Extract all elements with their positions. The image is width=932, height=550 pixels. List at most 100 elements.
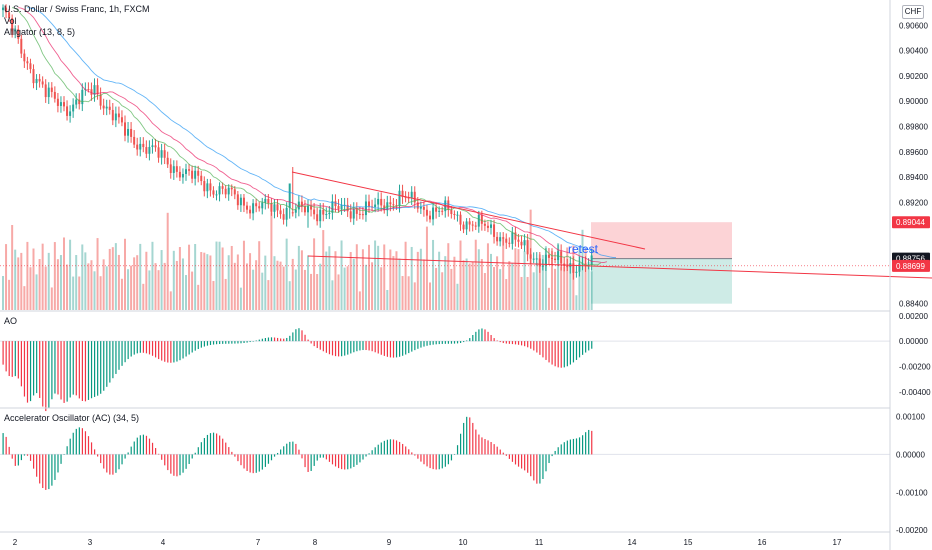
ao-bar: [338, 341, 340, 357]
candle-body: [188, 169, 191, 171]
position-tool[interactable]: [591, 222, 732, 304]
price-tick: 0.89200: [899, 198, 928, 207]
price-axis[interactable]: 0.90600 0.90400 0.90200 0.90000 0.89800 0.896…: [892, 0, 931, 535]
candle-body: [160, 150, 163, 158]
ao-tick: 0.00000: [899, 337, 928, 346]
candle-body: [465, 221, 468, 230]
ao-bar: [536, 341, 538, 353]
ac-bar: [478, 434, 480, 455]
ao-bar: [158, 341, 160, 360]
candle-body: [584, 263, 587, 266]
ac-bar: [261, 454, 263, 470]
volume-bar: [313, 238, 316, 310]
volume-bar: [520, 276, 523, 310]
volume-bar: [432, 239, 435, 310]
ao-bar: [246, 341, 248, 343]
ac-bar: [103, 454, 105, 469]
volume-bar: [124, 238, 126, 310]
candle-body: [477, 214, 480, 227]
volume-bar: [84, 252, 87, 310]
ac-bar: [350, 454, 352, 469]
volume-bar: [59, 255, 62, 310]
ac-label: Accelerator Oscillator (AC) (34, 5): [4, 413, 139, 423]
candle-body: [313, 209, 316, 215]
time-axis[interactable]: 2 3 4 7 8 9 10 11 14 15 16 17: [13, 538, 842, 547]
volume-bar: [258, 241, 261, 310]
ac-bar: [481, 437, 483, 455]
volume-bar: [389, 249, 392, 310]
candle-body: [14, 29, 17, 32]
candle-body: [90, 89, 93, 95]
volume-bar: [136, 255, 139, 310]
ao-bar: [429, 341, 431, 346]
candle-body: [453, 213, 456, 215]
ac-bar: [524, 454, 526, 471]
ao-bar: [155, 341, 157, 358]
candle-body: [105, 106, 108, 109]
price-tick: 0.89600: [899, 148, 928, 157]
ac-bar: [72, 432, 74, 455]
currency-button[interactable]: CHF: [902, 5, 924, 19]
ac-bar: [563, 442, 565, 455]
trendlines[interactable]: [291, 171, 932, 279]
ac-tick: 0.00000: [896, 450, 925, 459]
volume-bar: [538, 254, 541, 310]
ac-bar: [429, 454, 431, 469]
ac-bar: [322, 454, 324, 458]
candle-body: [523, 240, 526, 246]
candle-body: [148, 146, 151, 154]
price-tick: 0.89400: [899, 173, 928, 182]
ao-bar: [475, 331, 477, 342]
candle-body: [252, 203, 255, 214]
ac-bar: [344, 454, 346, 470]
ao-bar: [182, 341, 184, 359]
ao-bar: [200, 341, 202, 348]
ao-bar: [267, 337, 270, 342]
alligator-jaw: [27, 7, 617, 258]
candle-body: [352, 209, 355, 219]
ao-bar: [295, 329, 297, 342]
ac-bar: [548, 454, 550, 464]
volume-bar: [566, 247, 569, 310]
ac-bar: [216, 433, 218, 455]
volume-bar: [206, 254, 209, 310]
ac-bar: [533, 454, 535, 481]
volume-bar: [139, 243, 142, 310]
ac-bar: [463, 422, 465, 455]
candle-body: [72, 104, 75, 112]
ac-bar: [313, 454, 315, 466]
ac-bar: [191, 454, 193, 459]
ao-bar: [368, 341, 370, 351]
ao-bar: [582, 341, 584, 355]
ac-bar: [417, 454, 419, 459]
alligator-label: Alligator (13, 8, 5): [4, 27, 75, 37]
volume-bar: [496, 256, 499, 310]
candle-body: [26, 61, 29, 64]
retest-annotation[interactable]: retest: [568, 242, 599, 256]
candle-body: [273, 204, 276, 212]
volume-bar: [386, 290, 389, 310]
price-tick: 0.90600: [899, 21, 928, 30]
ao-bar: [356, 341, 358, 352]
volume-bar: [29, 267, 32, 310]
price-tag-stop-loss: 0.89044: [896, 218, 925, 227]
ac-bar: [505, 454, 507, 456]
price-tick: 0.88400: [899, 300, 928, 309]
candle-body: [508, 242, 511, 244]
ac-bar: [502, 452, 504, 455]
ao-bar: [286, 337, 288, 342]
ac-bar: [69, 438, 71, 455]
candle-body: [227, 187, 230, 195]
candle-body: [535, 258, 538, 260]
ao-bar: [206, 341, 209, 346]
candle-body: [389, 202, 392, 205]
ac-bar: [460, 433, 462, 455]
ac-bar: [267, 454, 270, 464]
volume-bar: [407, 276, 410, 310]
volume-bar: [352, 258, 355, 310]
ao-bar: [45, 341, 47, 412]
ac-bar: [158, 453, 160, 455]
volume-bar: [374, 240, 377, 310]
candle-body: [303, 206, 306, 213]
